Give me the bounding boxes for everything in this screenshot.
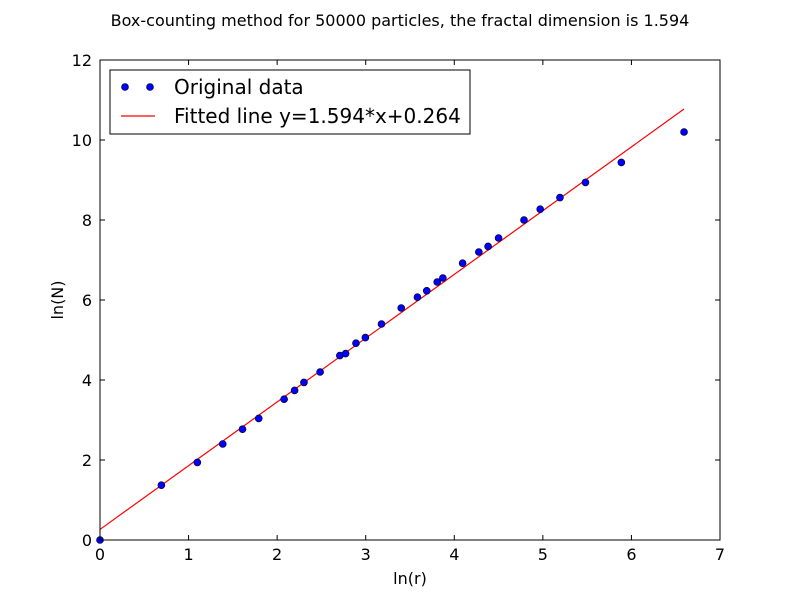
legend-box [109,69,471,135]
data-point [494,234,503,242]
legend-label-fitted-line: Fitted line y=1.594*x+0.264 [174,104,461,128]
data-point [413,293,422,302]
data-point [680,128,688,136]
data-point [290,386,299,395]
plot-border [99,59,721,541]
x-tick-label: 5 [538,545,548,564]
y-tick-label: 6 [82,291,92,310]
data-point [484,242,492,251]
data-point [352,339,360,348]
x-axis-label: ln(r) [393,569,427,588]
y-tick-label: 4 [82,371,92,390]
data-point [617,158,626,167]
legend: Original data Fitted line y=1.594*x+0.26… [109,69,471,135]
data-point [433,278,441,286]
data-point [300,378,308,387]
y-axis-label: ln(N) [48,280,67,319]
x-tick-label: 2 [272,545,282,564]
x-tick-label: 6 [626,545,636,564]
y-tick-label: 10 [72,131,92,150]
data-point [157,481,166,490]
data-point [254,414,263,423]
x-tick-label: 3 [361,545,371,564]
legend-marker-original-data-2 [146,83,154,91]
data-point [341,349,350,358]
data-point [316,368,324,376]
y-tick-label: 8 [82,211,92,230]
data-point [458,259,467,268]
data-point [439,274,447,282]
data-point [361,333,370,342]
x-tick-label: 7 [715,545,725,564]
y-tick-label: 0 [82,531,92,550]
data-point [556,193,564,202]
chart-title: Box-counting method for 50000 particles,… [111,11,690,30]
x-tick-label: 4 [449,545,459,564]
data-point [218,440,227,448]
y-tick-label: 12 [72,51,92,70]
data-point [397,304,406,312]
data-point [238,425,247,434]
x-tick-label: 1 [183,545,193,564]
series-layer [96,108,688,544]
y-tick-label: 2 [82,451,92,470]
x-tick-label: 0 [95,545,105,564]
legend-label-original-data: Original data [174,75,304,99]
data-point [193,458,202,467]
data-point [475,248,483,256]
data-point [422,286,431,295]
data-point [536,205,545,213]
data-point [280,395,288,404]
data-point [520,216,528,224]
data-point [377,320,386,328]
plot-frame [100,60,720,540]
legend-marker-original-data [121,83,129,91]
data-point [581,178,590,187]
